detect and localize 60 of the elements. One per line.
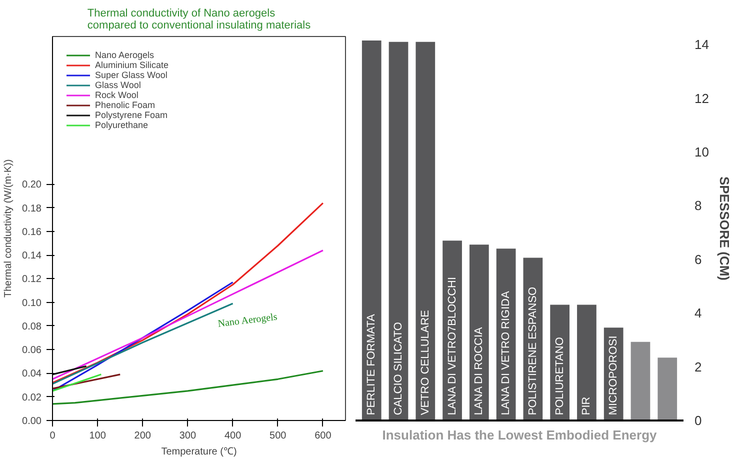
y-tick-label: 14 (694, 37, 709, 52)
legend-label: Glass Wool (95, 80, 141, 90)
y-tick-label: 0.02 (22, 392, 42, 404)
legend-label: Super Glass Wool (95, 70, 168, 80)
legend-label: Polyurethane (95, 120, 148, 130)
x-tick-label: 500 (270, 430, 287, 442)
bar (577, 304, 596, 420)
bar (388, 42, 408, 420)
y-tick-label: 0.18 (22, 203, 42, 214)
line-series (52, 202, 324, 384)
legend-label: Phenolic Foam (95, 100, 156, 110)
x-tick-label: LANA DI VETRO RIGIDA (500, 290, 512, 416)
text: Insulation Has the Lowest Embodied Energy (382, 428, 658, 442)
x-tick-label: 400 (224, 430, 242, 442)
bar (362, 40, 382, 420)
y-tick-label: 10 (694, 144, 709, 160)
legend-label: Rock Wool (95, 90, 138, 100)
x-tick-label: MICROPOROSI (608, 336, 620, 416)
y-tick-label: 4 (694, 306, 702, 321)
line-series (52, 370, 324, 405)
x-tick-label: POLISTIRENE ESPANSO (526, 286, 539, 416)
legend-label: Aluminium Silicate (95, 60, 169, 70)
y-tick-label: 0.04 (22, 368, 42, 380)
x-tick-label: PIR (580, 396, 593, 416)
y-tick-label: 6 (694, 252, 702, 267)
x-tick-label: POLIURETANO (554, 336, 566, 416)
x-tick-label: 100 (89, 430, 106, 442)
bar (658, 358, 678, 420)
chart-title: Thermal conductivity of Nano aerogels compared to conventional insulating materials (87, 8, 312, 32)
x-tick-label: 600 (314, 430, 332, 442)
y-tick-label: 12 (694, 90, 709, 106)
line-series (52, 250, 324, 380)
y-tick-label: 0.16 (22, 226, 42, 238)
annotation: Nano Aerogels (217, 312, 278, 330)
y-axis-title: Thermal conductivity (W/(m·K)) (3, 159, 14, 298)
x-tick-label: LANA DI ROCCIA (473, 326, 486, 416)
y-tick-label: 2 (694, 359, 702, 374)
y-tick-label: 0.10 (22, 298, 42, 309)
x-tick-label: 300 (179, 430, 197, 442)
x-tick-label: 200 (134, 430, 152, 442)
bar (416, 42, 436, 420)
bar (630, 342, 650, 420)
legend-label: Polystyrene Foam (95, 110, 168, 120)
y-tick-label: 0.08 (22, 321, 42, 332)
y-axis-title: SPESSORE (CM) (716, 176, 732, 281)
x-tick-label: CALCIO SILICATO (392, 322, 405, 416)
legend-label: Nano Aerogels (95, 50, 154, 60)
y-tick-label: 0.00 (22, 416, 42, 427)
y-tick-label: 0.12 (22, 274, 42, 286)
y-tick-label: 0.14 (22, 250, 42, 262)
bar (469, 244, 489, 420)
y-tick-label: 0.20 (22, 180, 42, 191)
x-tick-label: VETRO CELLULARE (419, 310, 432, 416)
x-tick-label: 0 (50, 430, 56, 442)
y-tick-label: 0.06 (22, 345, 42, 356)
x-tick-label: PERLITE FORMATA (366, 313, 378, 416)
x-axis-title: Temperature (℃) (161, 446, 237, 458)
x-tick-label: LANA DI VETRO7BLOCCHI (446, 276, 458, 416)
y-tick-label: 0 (694, 413, 702, 428)
y-tick-label: 8 (694, 198, 702, 214)
